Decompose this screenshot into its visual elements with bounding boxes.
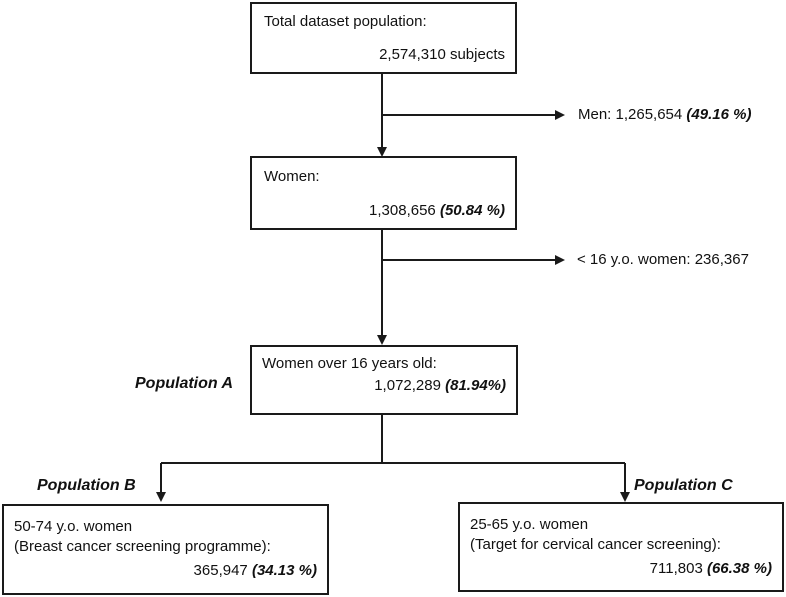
women-over16-box: Women over 16 years old: 1,072,289 (81.9…: [250, 345, 518, 415]
breast-screening-age: 50-74 y.o. women: [14, 518, 133, 535]
under16-branch-label: < 16 y.o. women: 236,367: [577, 251, 749, 268]
total-population-title: Total dataset population:: [264, 13, 427, 30]
breast-screening-box: 50-74 y.o. women (Breast cancer screenin…: [2, 504, 329, 595]
breast-screening-programme: (Breast cancer screening programme):: [14, 538, 271, 555]
women-over16-title: Women over 16 years old:: [262, 355, 437, 372]
under16-count: < 16 y.o. women: 236,367: [577, 251, 749, 268]
total-population-value: 2,574,310 subjects: [379, 46, 505, 63]
breast-screening-percent: (34.13 %): [251, 562, 317, 579]
cervical-screening-age: 25-65 y.o. women: [470, 516, 589, 533]
cervical-screening-box: 25-65 y.o. women (Target for cervical ca…: [458, 502, 784, 592]
cervical-screening-percent: (66.38 %): [706, 560, 772, 577]
women-value-line: 1,308,656 (50.84 %): [369, 202, 505, 220]
breast-screening-count: 365,947: [193, 562, 248, 579]
women-title: Women:: [264, 168, 320, 185]
total-population-box: Total dataset population: 2,574,310 subj…: [250, 2, 517, 74]
population-c-label: Population C: [634, 477, 733, 494]
breast-screening-value-line: 365,947 (34.13 %): [194, 562, 317, 580]
population-a-label: Population A: [135, 375, 234, 392]
cervical-screening-value-line: 711,803 (66.38 %): [650, 560, 772, 578]
cervical-screening-count: 711,803: [649, 560, 703, 577]
men-count: Men: 1,265,654: [578, 106, 683, 123]
women-over16-percent: (81.94%): [445, 377, 506, 394]
population-b-label: Population B: [37, 477, 136, 494]
men-percent: (49.16 %): [686, 106, 752, 123]
women-over16-count: 1,072,289: [374, 377, 441, 394]
women-count: 1,308,656: [369, 202, 436, 219]
men-branch-label: Men: 1,265,654 (49.16 %): [578, 106, 751, 123]
women-percent: (50.84 %): [439, 202, 505, 219]
women-over16-value-line: 1,072,289 (81.94%): [374, 377, 506, 395]
women-box: Women: 1,308,656 (50.84 %): [250, 156, 517, 230]
cervical-screening-target: (Target for cervical cancer screening):: [470, 536, 721, 553]
